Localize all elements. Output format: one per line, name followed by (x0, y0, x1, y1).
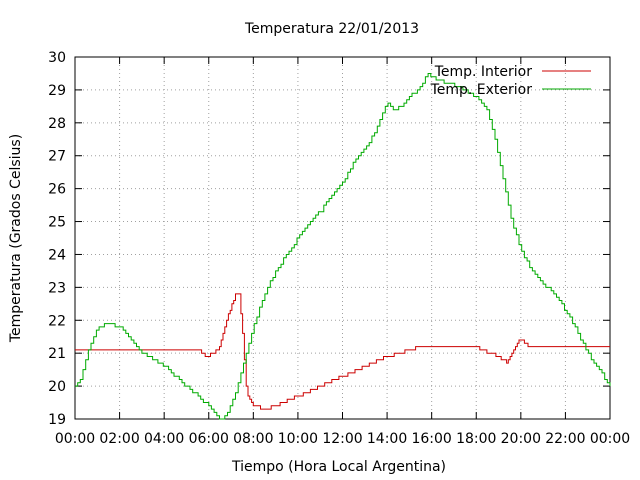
x-tick-label: 04:00 (144, 431, 184, 447)
x-tick-label: 18:00 (456, 431, 496, 447)
x-tick-label: 10:00 (278, 431, 318, 447)
y-tick-label: 21 (48, 346, 66, 362)
y-tick-label: 19 (48, 412, 66, 428)
x-tick-label: 00:00 (590, 431, 630, 447)
x-tick-label: 22:00 (545, 431, 585, 447)
y-axis-label: Temperatura (Grados Celsius) (8, 134, 24, 343)
y-tick-labels: 19 20 21 22 23 24 25 26 27 28 29 30 (48, 50, 66, 428)
series-lines (75, 73, 611, 420)
x-tick-label: 02:00 (99, 431, 139, 447)
legend-label-interior: Temp. Interior (434, 64, 533, 80)
x-tick-labels: 00:00 02:00 04:00 06:00 08:00 10:00 12:00 14:00… (55, 431, 630, 447)
legend: Temp. Interior Temp. Exterior (430, 64, 591, 98)
chart-title: Temperatura 22/01/2013 (244, 21, 419, 37)
x-tick-label: 12:00 (322, 431, 362, 447)
series-line-exterior (75, 73, 611, 420)
y-tick-label: 26 (48, 182, 66, 198)
axis-ticks (74, 56, 611, 420)
grid-lines (75, 57, 610, 419)
x-tick-label: 20:00 (501, 431, 541, 447)
y-tick-label: 30 (48, 50, 66, 66)
y-tick-label: 28 (48, 116, 66, 132)
x-tick-label: 06:00 (189, 431, 229, 447)
y-tick-label: 22 (48, 313, 66, 329)
series-line-interior (75, 293, 610, 410)
y-tick-label: 29 (48, 83, 66, 99)
x-tick-label: 16:00 (411, 431, 451, 447)
y-tick-label: 20 (48, 379, 66, 395)
x-tick-label: 00:00 (55, 431, 95, 447)
legend-label-exterior: Temp. Exterior (430, 82, 533, 98)
y-tick-label: 24 (48, 247, 66, 263)
x-tick-label: 14:00 (367, 431, 407, 447)
x-tick-label: 08:00 (233, 431, 273, 447)
x-axis-label: Tiempo (Hora Local Argentina) (231, 459, 446, 475)
y-tick-label: 23 (48, 280, 66, 296)
y-tick-label: 27 (48, 149, 66, 165)
y-tick-label: 25 (48, 215, 66, 231)
